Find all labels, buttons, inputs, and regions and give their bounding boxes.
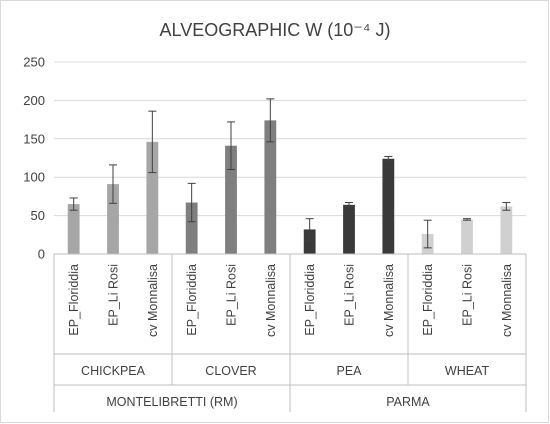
category-label: cv Monnalisa: [382, 264, 396, 337]
y-tick-label: 200: [23, 93, 45, 108]
category-label: EP_Floriddia: [303, 264, 317, 336]
category-label: EP_Li Rosi: [343, 264, 357, 326]
bar: [461, 219, 473, 254]
bar: [225, 145, 237, 254]
species-label: CLOVER: [205, 364, 256, 378]
bar: [303, 229, 316, 254]
bar: [264, 120, 277, 254]
y-tick-label: 100: [23, 170, 45, 185]
error-bars: [69, 98, 511, 249]
category-label: EP_Li Rosi: [225, 264, 239, 326]
species-label: CHICKPEA: [81, 364, 146, 378]
category-axis: [53, 253, 527, 412]
y-tick-label: 50: [31, 208, 45, 223]
y-tick-label: 150: [23, 131, 45, 146]
species-label: PEA: [336, 364, 362, 378]
category-label: EP_Floriddia: [421, 264, 435, 336]
y-axis-tick-labels: 0 50 100 150 200 250: [23, 55, 45, 262]
species-label: WHEAT: [445, 364, 490, 378]
gridlines: [54, 61, 526, 217]
bar: [500, 206, 513, 254]
bar: [107, 184, 119, 254]
bar: [382, 158, 395, 254]
category-label: EP_Floriddia: [185, 264, 199, 336]
location-label: PARMA: [386, 395, 430, 409]
category-label: EP_Li Rosi: [107, 264, 121, 326]
bar: [146, 141, 159, 254]
species-labels: CHICKPEA CLOVER PEA WHEAT: [81, 364, 489, 378]
location-label: MONTELIBRETTI (RM): [106, 395, 237, 409]
category-label: cv Monnalisa: [500, 264, 514, 337]
chart-title: ALVEOGRAPHIC W (10⁻⁴ J): [160, 20, 391, 40]
category-labels: EP_Floriddia EP_Li Rosi cv Monnalisa EP_Flo…: [67, 264, 514, 337]
category-label: cv Monnalisa: [146, 264, 160, 337]
bars: [67, 120, 513, 254]
bar: [343, 204, 355, 254]
category-label: EP_Li Rosi: [461, 264, 475, 326]
y-tick-label: 250: [23, 55, 45, 70]
category-label: cv Monnalisa: [264, 264, 278, 337]
y-tick-label: 0: [38, 247, 45, 262]
bar: [67, 204, 80, 254]
category-label: EP_Floriddia: [67, 264, 81, 336]
location-labels: MONTELIBRETTI (RM) PARMA: [106, 395, 430, 409]
bar: [185, 202, 198, 254]
